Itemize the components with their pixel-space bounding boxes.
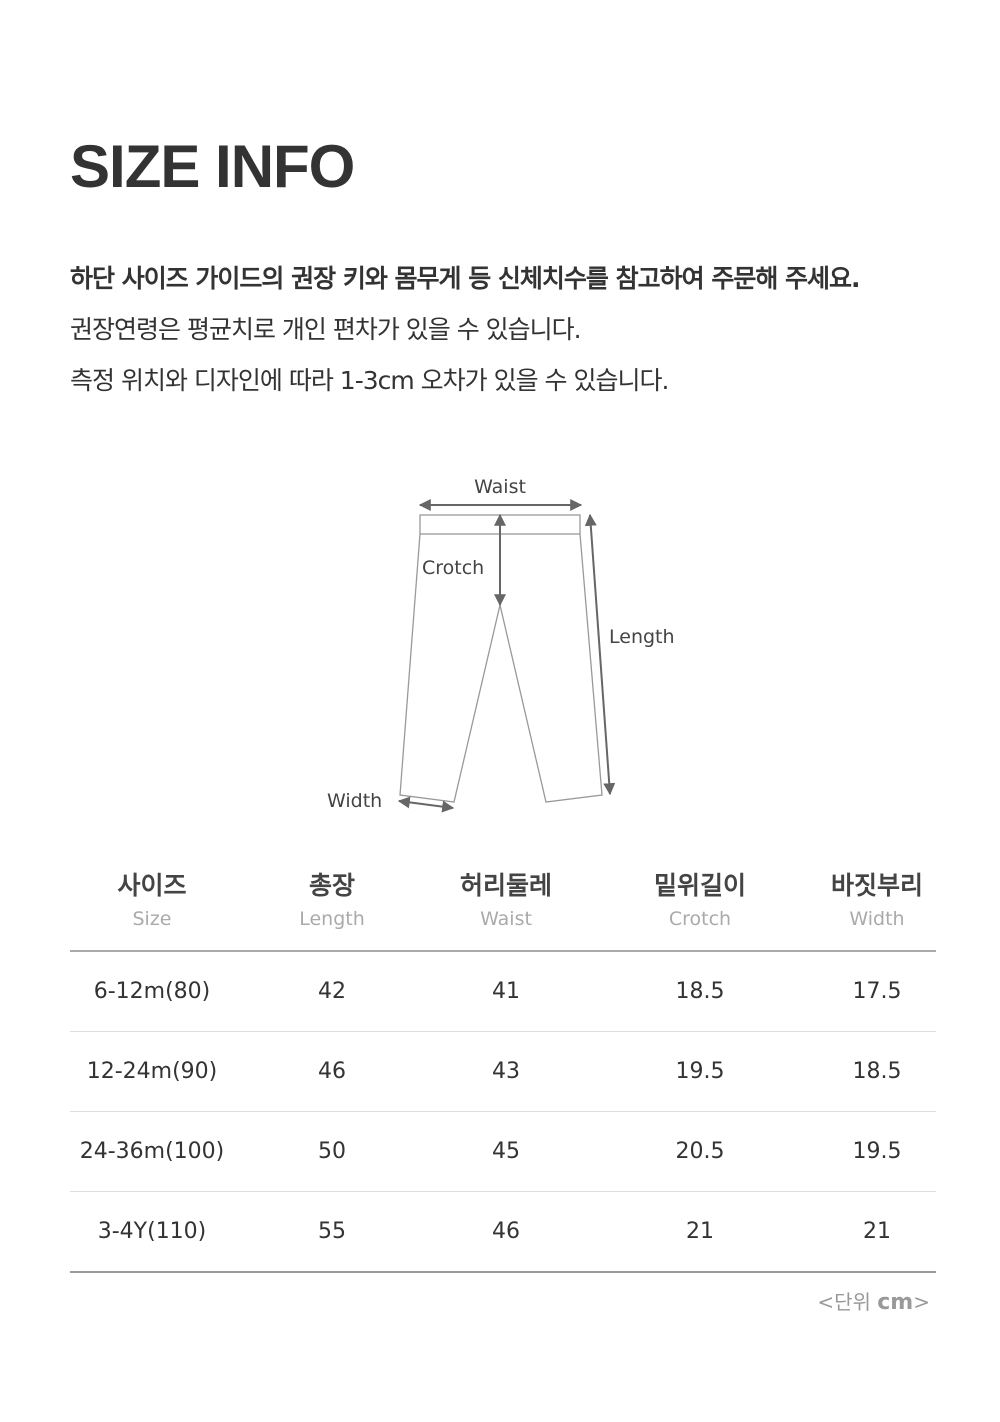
- cell-waist: 41: [492, 979, 520, 1004]
- cell-length: 55: [318, 1219, 346, 1244]
- cell-size: 12-24m(90): [86, 1059, 218, 1084]
- cell-crotch: 18.5: [675, 979, 725, 1004]
- cell-crotch: 19.5: [675, 1059, 725, 1084]
- waist-label: Waist: [474, 476, 526, 498]
- unit-value: cm: [877, 1290, 914, 1315]
- cell-size: 24-36m(100): [79, 1139, 225, 1164]
- note-1: 하단 사이즈 가이드의 권장 키와 몸무게 등 신체치수를 참고하여 주문해 주…: [70, 264, 861, 293]
- header-ko: 총장: [308, 871, 355, 900]
- cell-waist: 46: [492, 1219, 520, 1244]
- header-waist: 허리둘레 Waist: [430, 860, 582, 950]
- header-ko: 사이즈: [117, 871, 187, 900]
- cell-size: 6-12m(80): [93, 979, 211, 1004]
- cell-length: 42: [318, 979, 346, 1004]
- pants-measurement-diagram: Waist Crotch Length Width: [327, 476, 675, 813]
- width-arrow: [397, 796, 455, 813]
- cell-crotch: 20.5: [675, 1139, 725, 1164]
- unit-suffix: >: [913, 1290, 930, 1314]
- header-en: Size: [132, 908, 172, 930]
- cell-size: 3-4Y(110): [97, 1219, 207, 1244]
- header-crotch: 밑위길이 Crotch: [582, 860, 818, 950]
- width-label: Width: [327, 790, 382, 812]
- header-ko: 밑위길이: [653, 871, 746, 900]
- cell-waist: 43: [492, 1059, 520, 1084]
- header-length: 총장 Length: [234, 860, 430, 950]
- cell-width: 17.5: [852, 979, 902, 1004]
- cell-width: 19.5: [852, 1139, 902, 1164]
- table-row: 12-24m(90) 46 43 19.5 18.5: [70, 1032, 936, 1112]
- header-en: Crotch: [668, 908, 732, 930]
- header-ko: 허리둘레: [459, 871, 552, 900]
- cell-width: 18.5: [852, 1059, 902, 1084]
- cell-length: 50: [318, 1139, 346, 1164]
- crotch-label: Crotch: [422, 557, 484, 579]
- cell-width: 21: [863, 1219, 891, 1244]
- cell-crotch: 21: [686, 1219, 714, 1244]
- table-row: 6-12m(80) 42 41 18.5 17.5: [70, 952, 936, 1032]
- page-title: SIZE INFO: [70, 133, 355, 200]
- length-arrow: [584, 513, 616, 796]
- header-en: Width: [849, 908, 905, 930]
- cell-waist: 45: [492, 1139, 520, 1164]
- table-header: 사이즈 Size 총장 Length 허리둘레 Waist 밑위길이 Crotch 바짓…: [70, 860, 936, 952]
- header-width: 바짓부리 Width: [818, 860, 936, 950]
- size-notes: 하단 사이즈 가이드의 권장 키와 몸무게 등 신체치수를 참고하여 주문해 주…: [70, 262, 861, 415]
- unit-note: <단위 cm>: [817, 1286, 930, 1315]
- note-3: 측정 위치와 디자인에 따라 1-3cm 오차가 있을 수 있습니다.: [70, 366, 669, 395]
- size-table: 사이즈 Size 총장 Length 허리둘레 Waist 밑위길이 Crotch 바짓…: [70, 860, 936, 1273]
- length-label: Length: [609, 626, 675, 648]
- unit-prefix: <단위: [817, 1290, 878, 1314]
- note-2: 권장연령은 평균치로 개인 편차가 있을 수 있습니다.: [70, 315, 582, 344]
- header-ko: 바짓부리: [830, 871, 923, 900]
- table-row: 24-36m(100) 50 45 20.5 19.5: [70, 1112, 936, 1192]
- table-row: 3-4Y(110) 55 46 21 21: [70, 1192, 936, 1273]
- cell-length: 46: [318, 1059, 346, 1084]
- header-en: Waist: [480, 908, 532, 930]
- header-en: Length: [299, 908, 365, 930]
- header-size: 사이즈 Size: [70, 860, 234, 950]
